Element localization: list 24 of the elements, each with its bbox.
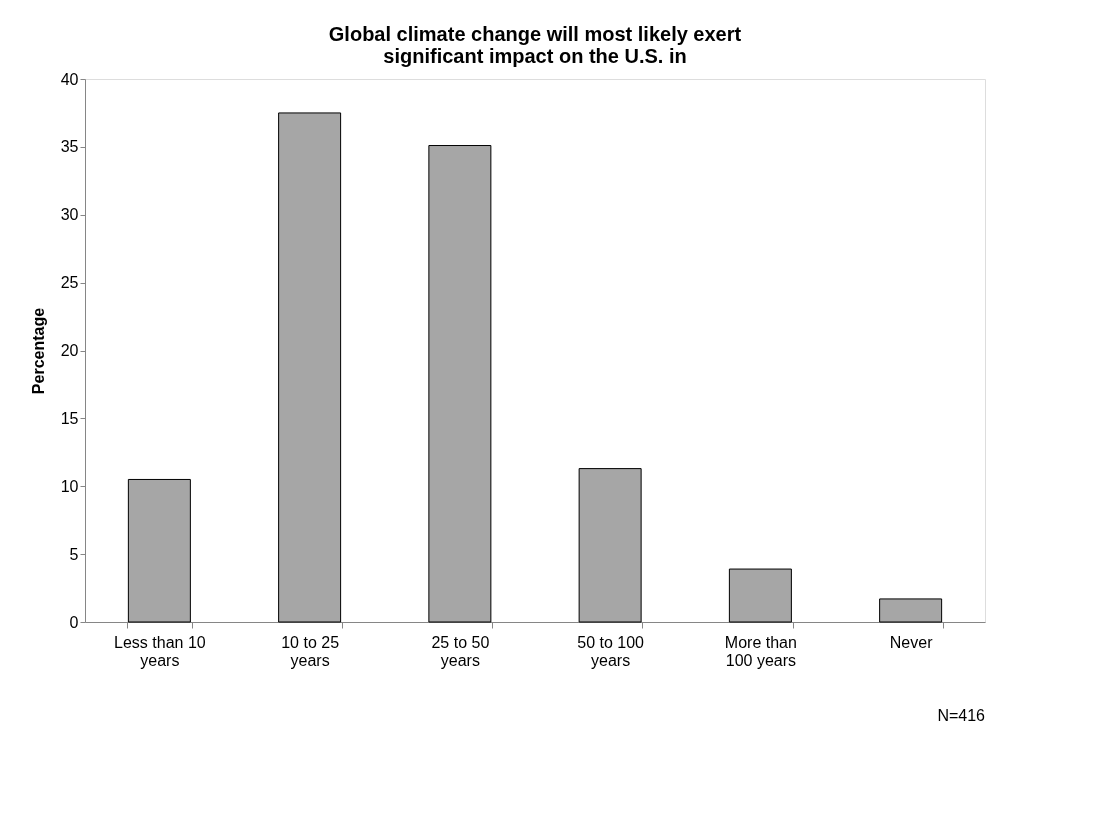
y-tick-label: 35 <box>60 138 79 156</box>
y-tick-label: 40 <box>60 70 79 88</box>
x-tick-label: 10 to 25 years <box>281 633 340 669</box>
y-tick-label: 25 <box>60 274 79 292</box>
y-tick-label: 5 <box>69 545 79 563</box>
y-tick-label: 15 <box>60 409 79 427</box>
y-axis-title: Percentage <box>29 307 47 395</box>
x-tick-label: 50 to 100 years <box>577 633 645 669</box>
y-tick-label: 20 <box>60 342 79 359</box>
bar <box>728 568 792 623</box>
bar <box>278 112 342 623</box>
chart-title: Global climate change will most likely exert significant impact on the U.S. in <box>328 23 742 67</box>
x-tick-label: Less than 10 years <box>114 633 206 669</box>
x-tick-label: More than 100 years <box>724 633 797 669</box>
x-tick-label: 25 to 50 years <box>431 633 490 669</box>
bar <box>879 598 943 623</box>
y-tick-label: 0 <box>69 613 79 631</box>
x-tick-label: Never <box>889 633 934 651</box>
y-tick-label: 30 <box>60 206 79 224</box>
bar <box>578 468 642 623</box>
bar <box>428 145 492 623</box>
text: N=416 <box>937 707 986 724</box>
y-tick-label: 10 <box>60 477 79 495</box>
bar <box>127 478 191 623</box>
